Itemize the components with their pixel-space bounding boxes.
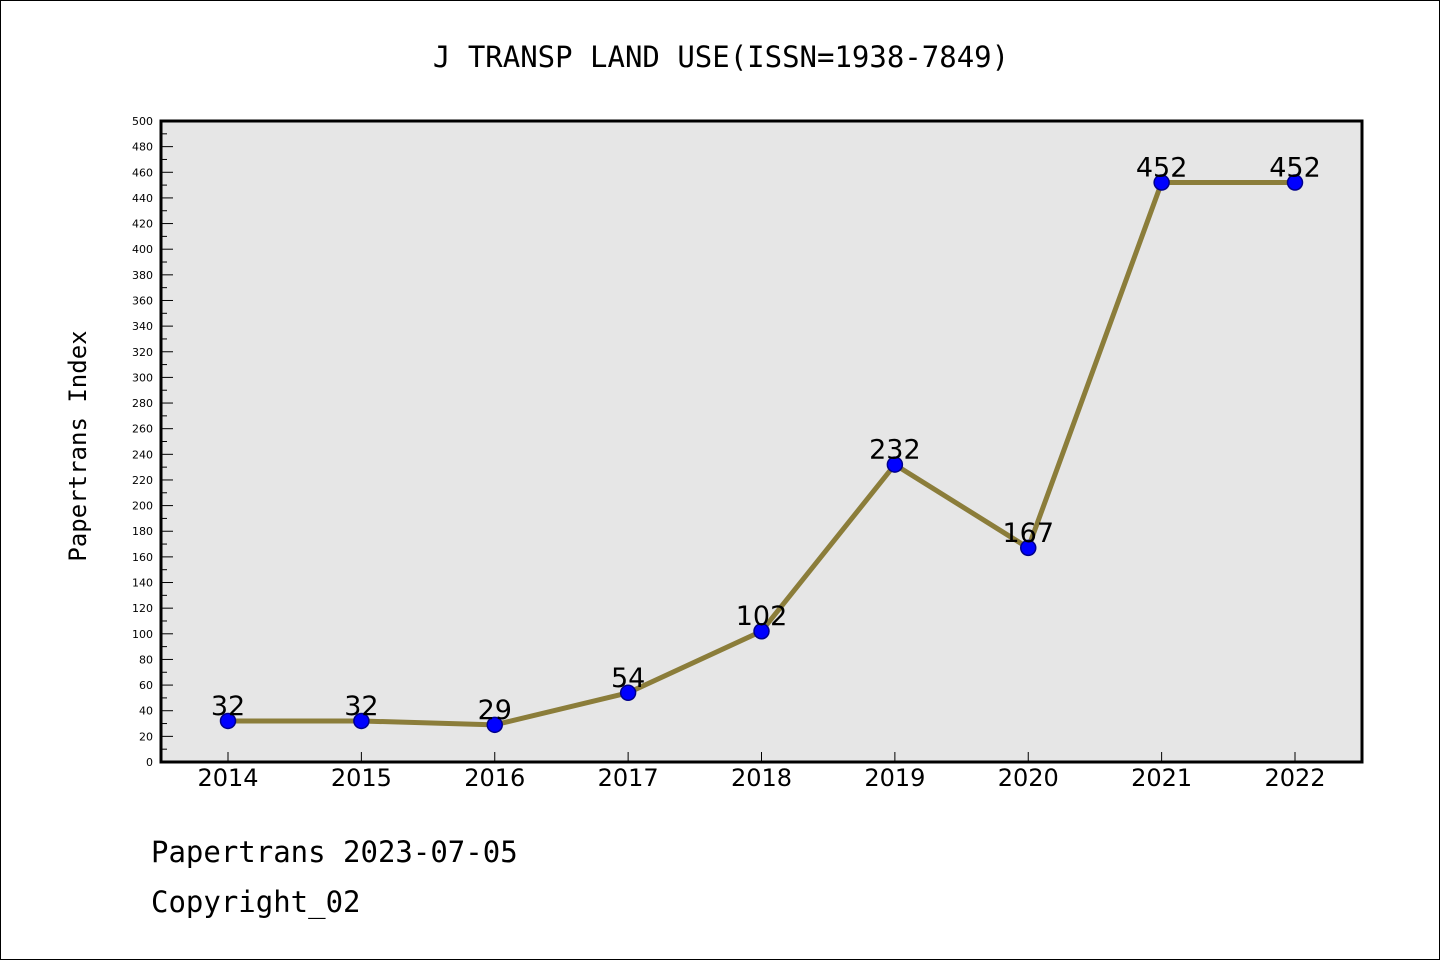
y-axis-ticks: 0 20 40 60 80 100 120 140 160 180 200 220 240 260 280 3… (132, 115, 173, 769)
y-tick-label: 80 (139, 653, 153, 666)
y-tick-label: 220 (132, 474, 153, 487)
y-tick-label: 160 (132, 551, 153, 564)
chart-title: J TRANSP LAND USE(ISSN=1938-7849) (433, 40, 1009, 74)
data-point (619, 684, 637, 702)
y-tick-label: 300 (132, 371, 153, 384)
y-tick-label: 380 (132, 269, 153, 282)
y-tick-label: 60 (139, 679, 153, 692)
data-points (219, 174, 1304, 734)
y-axis-label: Papertrans Index (64, 330, 92, 561)
x-tick-label: 2020 (998, 764, 1059, 792)
data-point (486, 716, 503, 734)
data-label: 29 (478, 695, 512, 726)
data-label: 167 (1002, 518, 1054, 549)
y-tick-label: 20 (139, 730, 153, 743)
y-tick-label: 440 (132, 192, 153, 205)
footer-copyright: Copyright_02 (151, 885, 361, 919)
y-tick-label: 120 (132, 602, 153, 615)
y-tick-label: 40 (139, 705, 153, 718)
data-label: 102 (736, 601, 788, 632)
data-point (1153, 174, 1170, 191)
y-tick-label: 320 (132, 346, 153, 359)
y-tick-label: 140 (132, 577, 153, 590)
x-tick-label: 2019 (864, 764, 925, 792)
data-label: 452 (1269, 153, 1321, 184)
x-tick-label: 2014 (197, 764, 258, 792)
y-tick-label: 0 (146, 756, 153, 769)
y-tick-label: 260 (132, 423, 153, 436)
data-label: 232 (869, 435, 921, 466)
data-point (1286, 174, 1304, 191)
data-point (219, 712, 237, 730)
x-tick-label: 2016 (464, 764, 525, 792)
data-label: 452 (1136, 153, 1188, 184)
plot-area (161, 121, 1362, 762)
data-point (353, 712, 370, 730)
data-point (1020, 539, 1037, 557)
x-tick-label: 2017 (598, 764, 659, 792)
data-label: 32 (211, 691, 245, 722)
plot-border (159, 119, 1364, 764)
footer-date: Papertrans 2023-07-05 (151, 835, 518, 869)
y-tick-label: 240 (132, 448, 153, 461)
data-labels: 32 32 29 54 102 232 167 452 452 (211, 153, 1321, 726)
x-tick-label: 2022 (1264, 764, 1325, 792)
y-tick-label: 480 (132, 141, 153, 154)
y-tick-label: 460 (132, 166, 153, 179)
y-tick-label: 400 (132, 243, 153, 256)
y-tick-label: 420 (132, 218, 153, 231)
data-point (886, 456, 904, 473)
x-tick-label: 2018 (731, 764, 792, 792)
x-tick-label: 2021 (1131, 764, 1192, 792)
x-tick-label: 2015 (331, 764, 392, 792)
y-tick-label: 340 (132, 320, 153, 333)
y-tick-label: 180 (132, 525, 153, 538)
y-tick-label: 360 (132, 294, 153, 307)
data-point (753, 622, 770, 640)
data-label: 54 (611, 663, 645, 694)
data-label: 32 (344, 691, 378, 722)
y-tick-label: 500 (132, 115, 153, 128)
y-tick-label: 200 (132, 500, 153, 513)
x-axis-ticks: 2014 2015 2016 2017 2018 2019 2020 2021 2022 (197, 752, 1326, 792)
y-tick-label: 280 (132, 397, 153, 410)
y-tick-label: 100 (132, 628, 153, 641)
